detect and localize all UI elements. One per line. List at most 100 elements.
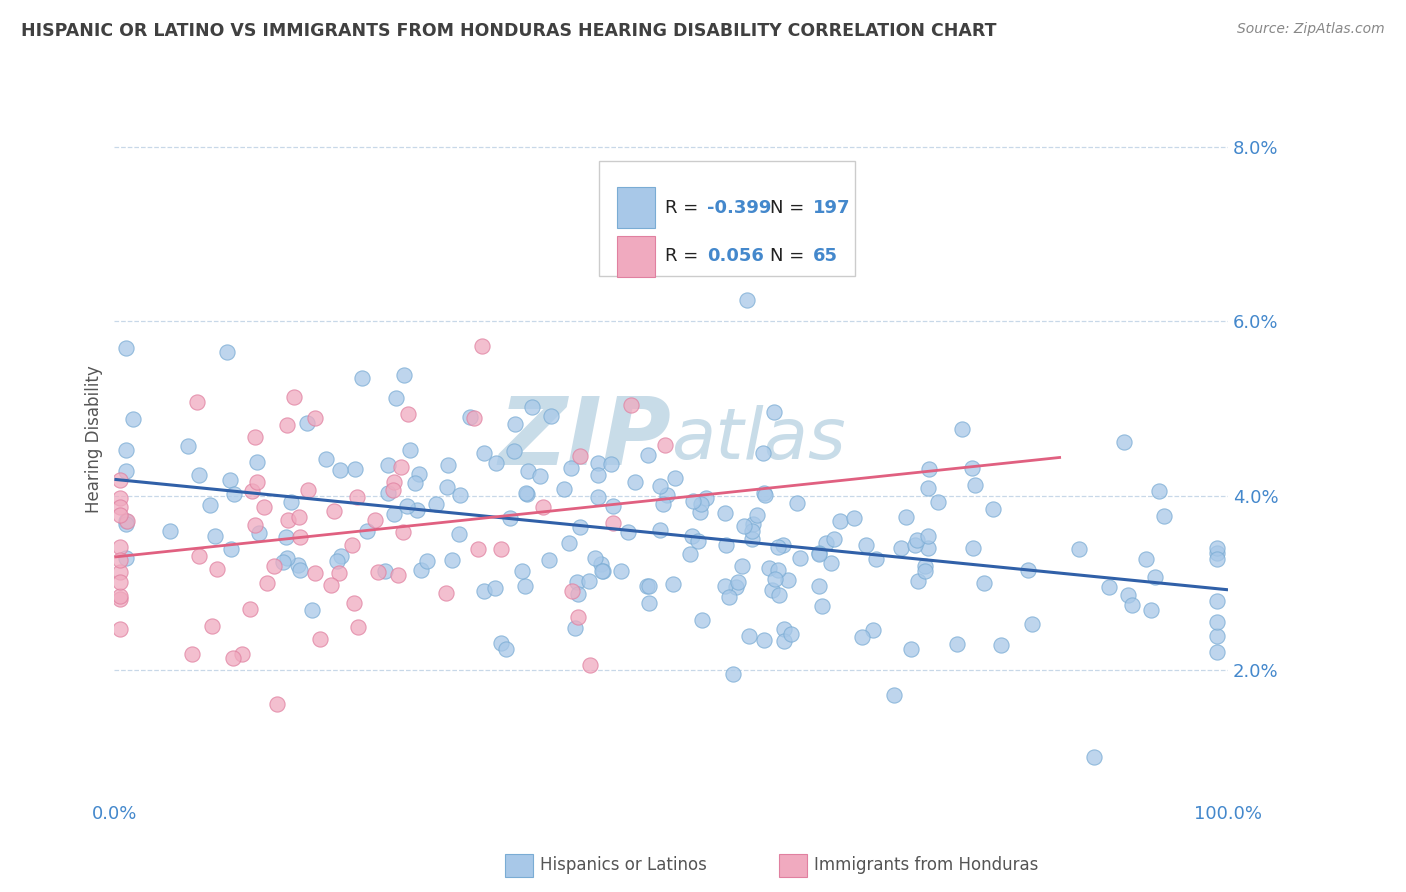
Point [602, 516, 624, 530]
Point [568, 449, 591, 463]
Point [382, 507, 405, 521]
Point [114, 514, 136, 528]
Point [304, 410, 326, 425]
Point [583, 551, 606, 566]
Point [323, 504, 346, 518]
Point [187, 468, 209, 483]
Point [960, 461, 983, 475]
Point [188, 549, 211, 564]
Point [762, 405, 785, 419]
Point [738, 629, 761, 643]
Point [914, 558, 936, 573]
Point [207, 562, 229, 576]
Point [778, 573, 800, 587]
Point [1206, 594, 1229, 608]
Point [180, 648, 202, 662]
Point [520, 400, 543, 414]
Point [752, 633, 775, 648]
Point [472, 584, 495, 599]
Point [263, 559, 285, 574]
Point [219, 542, 242, 557]
Point [758, 561, 780, 575]
Point [115, 514, 138, 528]
Point [754, 488, 776, 502]
Point [240, 484, 263, 499]
Point [249, 525, 271, 540]
Point [586, 490, 609, 504]
Point [215, 344, 238, 359]
Point [467, 542, 489, 557]
Point [340, 538, 363, 552]
Point [973, 576, 995, 591]
Point [271, 555, 294, 569]
Point [567, 587, 589, 601]
Point [914, 564, 936, 578]
Point [810, 599, 832, 614]
Point [578, 574, 600, 588]
Point [655, 488, 678, 502]
Point [883, 688, 905, 702]
Point [384, 391, 406, 405]
Point [962, 541, 984, 556]
Point [416, 554, 439, 568]
Point [602, 499, 624, 513]
Point [377, 486, 399, 500]
Point [373, 564, 395, 578]
Point [569, 520, 592, 534]
Point [773, 633, 796, 648]
Y-axis label: Hearing Disability: Hearing Disability [86, 365, 103, 513]
Point [890, 541, 912, 555]
Point [807, 547, 830, 561]
Point [747, 508, 769, 522]
Point [491, 636, 513, 650]
Point [1017, 563, 1039, 577]
Point [1116, 588, 1139, 602]
Text: -0.399: -0.399 [707, 199, 772, 217]
Point [900, 641, 922, 656]
Point [688, 533, 710, 548]
Point [664, 471, 686, 485]
Point [579, 657, 602, 672]
Point [727, 575, 749, 590]
Point [367, 565, 389, 579]
Point [344, 462, 367, 476]
Point [246, 475, 269, 489]
Point [591, 564, 613, 578]
Point [905, 533, 928, 548]
Point [495, 642, 517, 657]
Point [654, 438, 676, 452]
Point [1114, 435, 1136, 450]
Point [280, 495, 302, 509]
Point [222, 650, 245, 665]
Point [820, 556, 842, 570]
Point [219, 473, 242, 487]
Point [485, 456, 508, 470]
Point [650, 479, 672, 493]
Text: ZIP: ZIP [498, 393, 671, 485]
Point [679, 547, 702, 561]
Point [437, 458, 460, 472]
Point [553, 483, 575, 497]
Point [515, 486, 537, 500]
Point [441, 552, 464, 566]
Point [449, 487, 471, 501]
Point [114, 516, 136, 531]
Point [815, 536, 838, 550]
Point [489, 541, 512, 556]
Point [648, 523, 671, 537]
Point [927, 495, 949, 509]
Point [471, 339, 494, 353]
Point [329, 462, 352, 476]
Point [741, 516, 763, 531]
Point [108, 592, 131, 607]
Point [288, 510, 311, 524]
Point [567, 574, 589, 589]
Point [751, 446, 773, 460]
Point [315, 452, 337, 467]
Point [624, 475, 647, 489]
Point [396, 499, 419, 513]
Point [567, 610, 589, 624]
Point [786, 496, 808, 510]
Point [1098, 580, 1121, 594]
Point [1206, 552, 1229, 566]
